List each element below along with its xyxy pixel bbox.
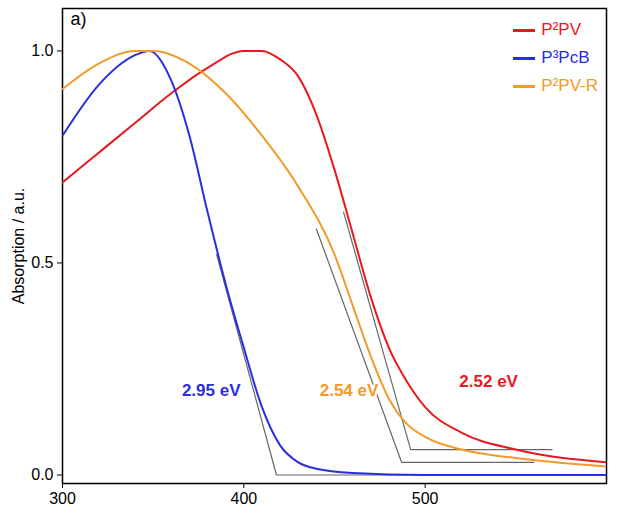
svg-text:300: 300 (49, 490, 76, 507)
svg-text:a): a) (71, 9, 87, 29)
svg-text:1.0: 1.0 (31, 42, 53, 59)
svg-text:2.52 eV: 2.52 eV (459, 372, 518, 391)
svg-text:2.54 eV: 2.54 eV (320, 381, 379, 400)
svg-text:0.0: 0.0 (31, 466, 53, 483)
svg-text:400: 400 (230, 490, 257, 507)
svg-text:500: 500 (412, 490, 439, 507)
svg-text:0.5: 0.5 (31, 254, 53, 271)
svg-text:2.95 eV: 2.95 eV (182, 381, 241, 400)
html-text:P³PcB: P³PcB (541, 48, 590, 67)
svg-text:Absorption / a.u.: Absorption / a.u. (10, 188, 27, 305)
html-text:P²PV-R: P²PV-R (541, 76, 598, 95)
html-text:P²PV: P²PV (541, 20, 581, 39)
